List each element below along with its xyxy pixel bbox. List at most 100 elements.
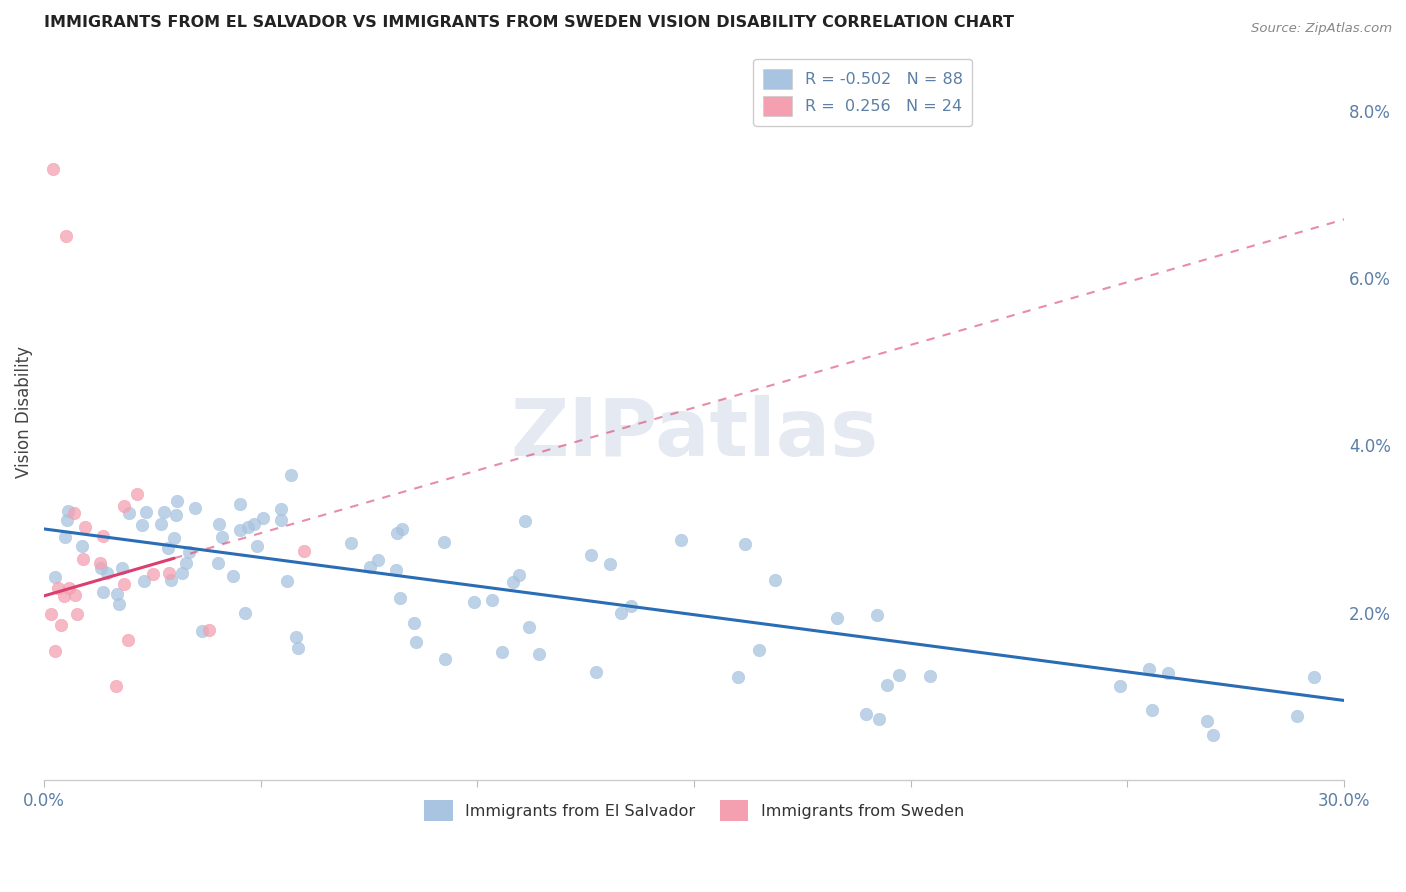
Point — [105, 679, 128, 693]
Point — [105, 587, 128, 601]
Point — [1140, 702, 1163, 716]
Point — [53, 590, 76, 604]
Point — [62, 506, 84, 520]
Point — [246, 539, 269, 553]
Point — [63, 588, 86, 602]
Point — [270, 513, 292, 527]
Point — [1285, 708, 1308, 723]
Point — [153, 505, 176, 519]
Point — [876, 678, 898, 692]
Point — [207, 556, 229, 570]
Point — [91, 585, 114, 599]
Point — [39, 607, 62, 622]
Point — [157, 541, 180, 556]
Point — [229, 524, 252, 538]
Point — [44, 570, 66, 584]
Point — [367, 553, 389, 567]
Point — [165, 508, 187, 522]
Point — [112, 499, 135, 513]
Text: Source: ZipAtlas.com: Source: ZipAtlas.com — [1251, 22, 1392, 36]
Point — [108, 597, 131, 611]
Point — [44, 644, 66, 658]
Point — [1302, 669, 1324, 683]
Point — [491, 645, 513, 659]
Point — [599, 558, 621, 572]
Point — [131, 517, 153, 532]
Text: IMMIGRANTS FROM EL SALVADOR VS IMMIGRANTS FROM SWEDEN VISION DISABILITY CORRELAT: IMMIGRANTS FROM EL SALVADOR VS IMMIGRANT… — [44, 15, 1014, 30]
Point — [610, 606, 633, 620]
Point — [402, 615, 425, 630]
Point — [1202, 728, 1225, 742]
Point — [270, 502, 292, 516]
Point — [96, 566, 118, 580]
Point — [177, 545, 200, 559]
Point — [65, 607, 87, 621]
Point — [727, 670, 749, 684]
Point — [197, 624, 219, 638]
Point — [236, 519, 259, 533]
Point — [163, 531, 186, 545]
Point — [208, 517, 231, 532]
Point — [855, 706, 877, 721]
Point — [149, 516, 172, 531]
Point — [579, 548, 602, 562]
Y-axis label: Vision Disability: Vision Disability — [15, 346, 32, 478]
Point — [159, 573, 181, 587]
Point — [1109, 679, 1132, 693]
Point — [157, 566, 180, 581]
Point — [513, 514, 536, 528]
Point — [763, 573, 786, 587]
Point — [243, 516, 266, 531]
Point — [142, 567, 165, 582]
Point — [292, 544, 315, 558]
Point — [287, 641, 309, 656]
Point — [184, 500, 207, 515]
Point — [868, 712, 890, 726]
Point — [481, 592, 503, 607]
Point — [211, 530, 233, 544]
Point — [229, 497, 252, 511]
Point — [252, 510, 274, 524]
Point — [75, 520, 97, 534]
Point — [671, 533, 693, 547]
Point — [51, 618, 73, 632]
Point — [56, 513, 79, 527]
Point — [233, 606, 256, 620]
Point — [463, 595, 485, 609]
Point — [340, 536, 363, 550]
Point — [118, 507, 141, 521]
Point — [502, 575, 524, 590]
Point — [91, 528, 114, 542]
Point — [117, 633, 139, 648]
Point — [222, 568, 245, 582]
Point — [825, 611, 848, 625]
Point — [58, 581, 80, 595]
Point — [111, 561, 134, 575]
Point — [433, 652, 456, 666]
Point — [866, 608, 889, 623]
Point — [585, 665, 607, 680]
Point — [620, 599, 643, 613]
Point — [748, 643, 770, 657]
Point — [280, 468, 302, 483]
Point — [387, 526, 409, 541]
Point — [56, 504, 79, 518]
Point — [385, 563, 408, 577]
Point — [55, 229, 77, 244]
Point — [887, 668, 910, 682]
Text: ZIPatlas: ZIPatlas — [510, 395, 879, 473]
Point — [1137, 662, 1160, 676]
Point — [125, 486, 148, 500]
Point — [1156, 666, 1178, 681]
Point — [517, 620, 540, 634]
Point — [72, 539, 94, 553]
Point — [89, 556, 111, 570]
Point — [174, 556, 197, 570]
Point — [72, 552, 94, 566]
Point — [191, 624, 214, 639]
Point — [920, 668, 942, 682]
Point — [42, 162, 65, 177]
Point — [90, 561, 112, 575]
Point — [405, 635, 427, 649]
Point — [284, 630, 307, 644]
